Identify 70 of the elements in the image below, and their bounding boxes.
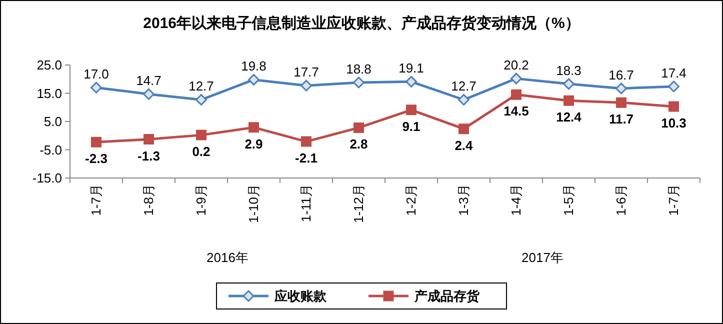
x-tick-label: 1-3月 bbox=[456, 184, 471, 216]
data-label: 19.8 bbox=[241, 58, 266, 74]
point bbox=[248, 74, 260, 86]
point bbox=[248, 122, 259, 133]
point bbox=[510, 72, 522, 84]
text: 2017年 bbox=[522, 250, 564, 265]
data-label: 9.1 bbox=[402, 118, 420, 134]
point bbox=[300, 80, 312, 92]
point bbox=[668, 80, 680, 92]
data-label: 12.7 bbox=[188, 78, 214, 94]
data-label: 12.7 bbox=[451, 78, 476, 94]
data-label: -2.1 bbox=[295, 150, 318, 166]
legend-label: 应收账款 bbox=[274, 288, 328, 304]
y-tick-label: -5.0 bbox=[40, 142, 62, 158]
data-label: 17.0 bbox=[84, 66, 109, 82]
legend-label: 产成品存货 bbox=[414, 288, 480, 304]
y-tick-label: -15.0 bbox=[32, 170, 62, 186]
x-tick-label: 1-10月 bbox=[246, 184, 261, 224]
y-tick-label: 5.0 bbox=[44, 114, 62, 130]
point bbox=[668, 101, 679, 112]
point bbox=[616, 82, 627, 94]
point bbox=[354, 122, 364, 133]
data-label: 17.7 bbox=[294, 64, 319, 80]
point bbox=[564, 95, 574, 106]
point bbox=[301, 136, 312, 147]
point bbox=[353, 76, 364, 88]
x-tick-label: 1-7月 bbox=[666, 184, 681, 216]
data-label: 18.3 bbox=[556, 62, 582, 78]
data-label: 2.4 bbox=[454, 138, 474, 153]
x-tick-label: 1-11月 bbox=[298, 184, 314, 222]
data-label: 20.2 bbox=[504, 58, 529, 73]
point bbox=[91, 136, 102, 148]
data-label: 14.5 bbox=[504, 104, 529, 119]
point bbox=[406, 104, 416, 116]
data-label: 16.7 bbox=[608, 67, 634, 82]
point bbox=[511, 89, 522, 100]
text: 2016年 bbox=[206, 250, 248, 265]
point bbox=[563, 78, 574, 90]
chart-title: 2016年以来电子信息制造业应收账款、产成品存货变动情况（%） bbox=[143, 14, 580, 32]
data-label: 10.3 bbox=[661, 116, 686, 131]
data-label: 18.8 bbox=[346, 62, 372, 77]
point bbox=[144, 134, 154, 145]
data-label: -1.3 bbox=[138, 148, 160, 164]
x-tick-label: 1-4月 bbox=[508, 184, 524, 216]
point bbox=[90, 82, 102, 94]
data-label: 0.2 bbox=[192, 144, 210, 160]
point bbox=[196, 94, 207, 106]
point bbox=[458, 124, 469, 134]
data-label: 11.7 bbox=[608, 112, 634, 127]
point bbox=[143, 88, 154, 100]
data-label: 12.4 bbox=[556, 110, 582, 125]
x-tick-label: 1-5月 bbox=[560, 184, 576, 216]
point bbox=[406, 76, 417, 88]
data-label: 19.1 bbox=[398, 60, 424, 76]
y-tick-label: 25.0 bbox=[36, 58, 62, 73]
data-label: 17.4 bbox=[661, 65, 686, 80]
data-label: 2.8 bbox=[350, 136, 368, 152]
point bbox=[196, 130, 206, 140]
x-tick-label: 1-2月 bbox=[403, 184, 418, 216]
x-tick-label: 1-8月 bbox=[140, 184, 156, 216]
x-tick-label: 1-9月 bbox=[193, 184, 208, 216]
point bbox=[458, 94, 470, 106]
y-tick-label: 15.0 bbox=[36, 86, 62, 101]
x-tick-label: 1-12月 bbox=[350, 184, 366, 224]
data-label: 2.9 bbox=[244, 136, 263, 152]
data-label: 14.7 bbox=[136, 73, 162, 88]
data-label: -2.3 bbox=[85, 151, 108, 166]
x-tick-label: 1-7月 bbox=[88, 184, 104, 216]
x-tick-label: 1-6月 bbox=[613, 184, 628, 216]
point bbox=[616, 97, 626, 108]
